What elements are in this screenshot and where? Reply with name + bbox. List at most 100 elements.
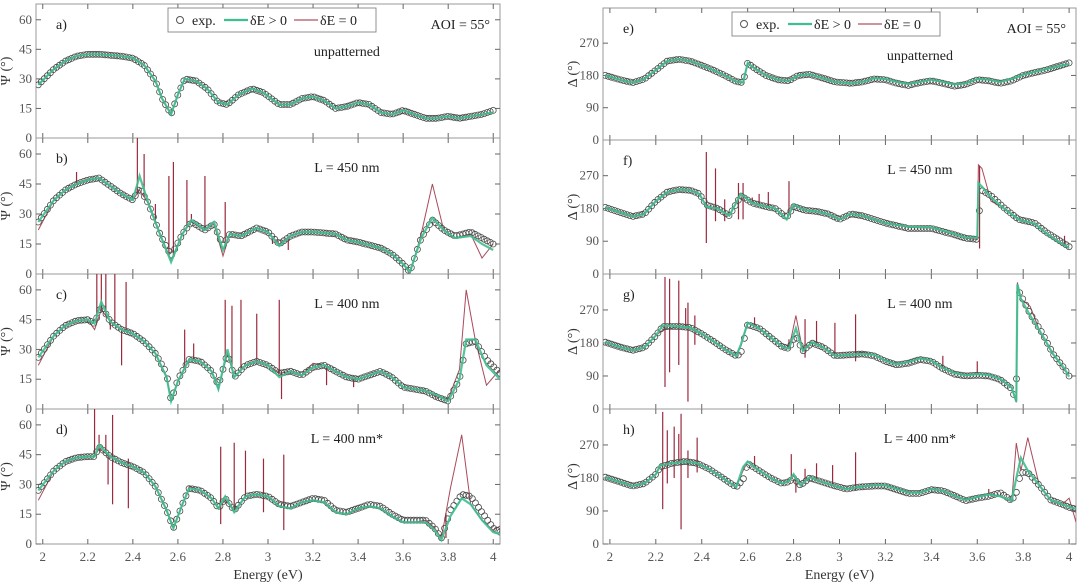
y-axis-label: Ψ (°): [0, 191, 14, 220]
legend-marker-exp: [176, 16, 184, 24]
exp-point: [496, 369, 500, 377]
legend-marker-exp: [740, 20, 748, 28]
exp-point: [177, 84, 185, 92]
exp-point: [702, 463, 710, 471]
x-tick-label: 2.8: [785, 549, 801, 564]
panel-letter: a): [56, 18, 67, 33]
x-tick-label: 3: [836, 549, 843, 564]
y-axis-label: Δ (°): [566, 463, 581, 490]
exp-point: [136, 466, 144, 474]
exp-point: [1062, 367, 1070, 375]
exp-point: [151, 349, 159, 357]
exp-point: [904, 82, 912, 89]
y-tick-label: 0: [26, 401, 33, 416]
exp-point: [289, 99, 297, 107]
exp-point: [1047, 345, 1054, 353]
panel-letter: c): [56, 288, 67, 303]
y-tick-label: 90: [586, 368, 599, 383]
exp-point: [950, 491, 957, 499]
exp-point: [697, 193, 705, 201]
legend: exp. δE > 0 δE = 0: [731, 11, 941, 37]
exp-point: [130, 463, 138, 471]
exp-point: [244, 87, 251, 95]
panel-g: 0 90 180 270 Δ (°) g) L = 400 nm: [566, 273, 1077, 416]
exp-point: [475, 503, 482, 511]
x-tick-label: 2.4: [694, 549, 711, 564]
x-tick-label: 4: [1066, 549, 1073, 564]
exp-point: [65, 56, 72, 64]
x-tick-label: 2.4: [125, 549, 142, 564]
plot-area: [36, 409, 500, 543]
exp-point: [286, 232, 294, 240]
exp-point: [731, 351, 739, 359]
exp-point: [154, 489, 162, 497]
x-tick-label: 2.2: [648, 549, 664, 564]
y-tick-label: 60: [19, 282, 32, 297]
exp-point: [1065, 59, 1073, 67]
y-axis-label: Ψ (°): [0, 56, 14, 85]
y-tick-label: 15: [19, 371, 32, 386]
y-tick-label: 270: [580, 302, 600, 317]
y-tick-label: 180: [580, 67, 600, 82]
exp-point: [728, 76, 736, 83]
exp-point: [710, 66, 717, 74]
exp-point: [241, 88, 248, 96]
legend-label-fit: δE > 0: [250, 14, 287, 29]
exp-point: [151, 482, 159, 490]
panel-annotation: L = 400 nm*: [311, 432, 383, 447]
exp-point: [962, 497, 970, 505]
x-tick-label: 2: [40, 549, 47, 564]
exp-point: [462, 491, 470, 499]
legend-box: [731, 11, 941, 37]
exp-point: [118, 325, 125, 333]
y-tick-label: 60: [19, 146, 32, 161]
exp-point: [843, 212, 850, 220]
series-line-fit: [604, 284, 1071, 403]
x-tick-label: 3: [265, 549, 272, 564]
exp-point: [471, 230, 479, 238]
panel-c: 0 15 30 45 60 Ψ (°) c) L = 400 nm: [0, 273, 501, 416]
legend: exp. δE > 0 δE = 0: [167, 7, 377, 33]
panel-annotation: L = 450 nm: [887, 163, 952, 178]
y-axis-label: Δ (°): [566, 60, 581, 87]
exp-point: [339, 371, 347, 379]
axes-frame: [602, 273, 1077, 410]
exp-point: [725, 212, 733, 219]
y-tick-label: 0: [26, 536, 33, 551]
exp-point: [481, 512, 489, 520]
panel-d: 0 15 30 45 60 Ψ (°) d) L = 400 nm* 2 2.2 2.4 2.6 2.8…: [0, 408, 501, 583]
exp-point: [840, 214, 847, 221]
x-tick-label: 3.6: [395, 549, 412, 564]
x-tick-label: 2.8: [215, 549, 231, 564]
axes-frame: [602, 139, 1077, 275]
exp-point: [68, 55, 75, 62]
exp-point: [241, 494, 248, 502]
exp-point: [207, 366, 215, 374]
y-tick-label: 90: [586, 100, 599, 115]
legend-box: [167, 7, 377, 33]
exp-point: [238, 90, 245, 97]
x-tick-label: 3.6: [969, 549, 986, 564]
y-tick-label: 270: [580, 35, 600, 50]
y-tick-label: 180: [580, 200, 600, 215]
axes-frame: [35, 137, 501, 275]
exp-point: [652, 471, 659, 478]
exp-point: [771, 476, 779, 484]
exp-point: [333, 368, 341, 376]
exp-point: [796, 481, 804, 489]
plot-area: [603, 152, 1073, 251]
x-tick-label: 2: [607, 549, 614, 564]
y-tick-label: 45: [19, 447, 32, 462]
exp-point: [453, 380, 461, 388]
y-tick-label: 0: [26, 266, 33, 281]
exp-point: [489, 240, 497, 248]
exp-point: [827, 211, 835, 219]
x-axis-label: Energy (eV): [233, 568, 303, 583]
y-tick-label: 180: [580, 470, 600, 485]
x-axis-label: Energy (eV): [805, 568, 875, 583]
panel-e: 0 90 180 270 Δ (°) e) unpatterned AOI = 55° exp.…: [566, 7, 1077, 147]
exp-point: [1059, 363, 1067, 371]
panel-letter: b): [56, 152, 68, 167]
plot-area: [603, 276, 1073, 403]
